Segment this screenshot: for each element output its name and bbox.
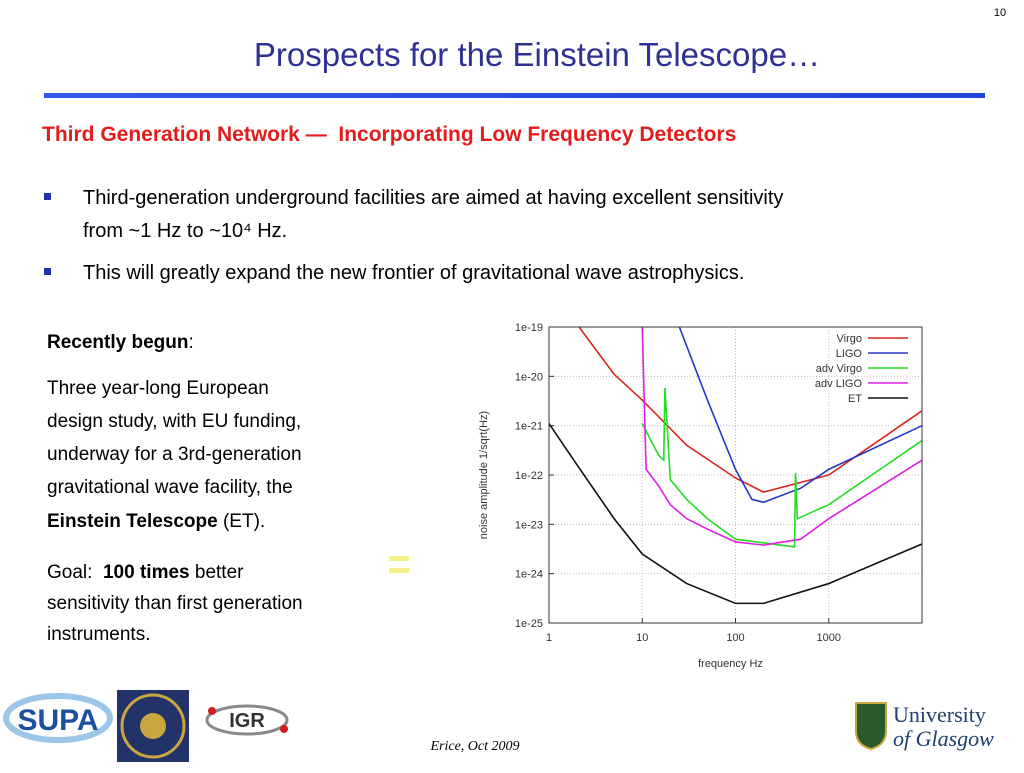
glasgow-logo: University of Glasgow: [855, 702, 994, 751]
series-line: [678, 327, 922, 504]
left-text: instruments.: [47, 624, 150, 645]
logo-text: SUPA: [17, 704, 98, 737]
astronomy-seal: [117, 690, 189, 762]
bold-text: Einstein Telescope: [47, 511, 218, 532]
bold-text: Recently begun: [47, 332, 188, 353]
y-axis-label: noise amplitude 1/sqrt(Hz): [478, 411, 490, 539]
chart: 1e-19 1e-20 1e-21 1e-22 1e-23 1e-24 1e-251 10 10…: [478, 322, 923, 670]
decoration: [389, 556, 409, 561]
left-heading: Recently begun:: [47, 332, 194, 353]
bullet-text: This will greatly expand the new frontie…: [83, 262, 744, 284]
subtitle: Third Generation Network — Incorporating…: [42, 123, 736, 146]
decoration: [389, 568, 409, 573]
bullet-marker: [44, 193, 51, 200]
legend-label: ET: [848, 393, 862, 405]
page-number: 10: [994, 7, 1006, 19]
legend-label: LIGO: [836, 348, 863, 360]
legend-label: Virgo: [837, 333, 862, 345]
left-text: sensitivity than first generation: [47, 593, 303, 614]
y-tick-label: 1e-25: [515, 618, 543, 630]
supa-logo: SUPA: [3, 693, 113, 743]
series-line: [641, 327, 922, 546]
x-tick-label: 1000: [817, 632, 841, 644]
left-text: Einstein Telescope (ET).: [47, 511, 265, 532]
text: better: [190, 562, 245, 583]
x-axis-label: frequency Hz: [698, 658, 763, 670]
igr-logo: IGR: [205, 704, 289, 736]
logo-text: IGR: [229, 710, 265, 732]
y-tick-label: 1e-23: [515, 519, 543, 531]
y-tick-label: 1e-20: [515, 371, 543, 383]
legend-label: adv LIGO: [815, 378, 863, 390]
logo-text: of Glasgow: [893, 726, 994, 751]
footer: Erice, Oct 2009: [429, 739, 519, 754]
left-text: Three year-long European: [47, 378, 269, 399]
series-line: [549, 423, 922, 605]
text: Goal:: [47, 562, 103, 583]
series-line: [641, 387, 922, 548]
bullet-text: Third-generation underground facilities …: [83, 187, 783, 209]
x-tick-label: 10: [636, 632, 648, 644]
y-tick-label: 1e-24: [515, 569, 543, 581]
left-text: Goal: 100 times better: [47, 562, 244, 583]
legend-label: adv Virgo: [816, 363, 862, 375]
series-line: [578, 327, 922, 493]
x-tick-label: 1: [546, 632, 552, 644]
bullet-marker: [44, 268, 51, 275]
bold-text: 100 times: [103, 562, 190, 583]
text: (ET).: [218, 511, 266, 532]
left-text: design study, with EU funding,: [47, 411, 301, 432]
text: :: [188, 332, 193, 353]
title-rule: [44, 93, 985, 98]
slide-title: Prospects for the Einstein Telescope…: [254, 36, 820, 73]
bullet-text: from ~1 Hz to ~10⁴ Hz.: [83, 220, 287, 242]
x-tick-label: 100: [726, 632, 744, 644]
left-text: gravitational wave facility, the: [47, 477, 293, 498]
y-tick-label: 1e-21: [515, 421, 543, 433]
plot-frame: [548, 326, 923, 624]
y-tick-label: 1e-19: [515, 322, 543, 334]
left-text: underway for a 3rd-generation: [47, 444, 302, 465]
logo-text: University: [893, 702, 986, 727]
y-tick-label: 1e-22: [515, 470, 543, 482]
